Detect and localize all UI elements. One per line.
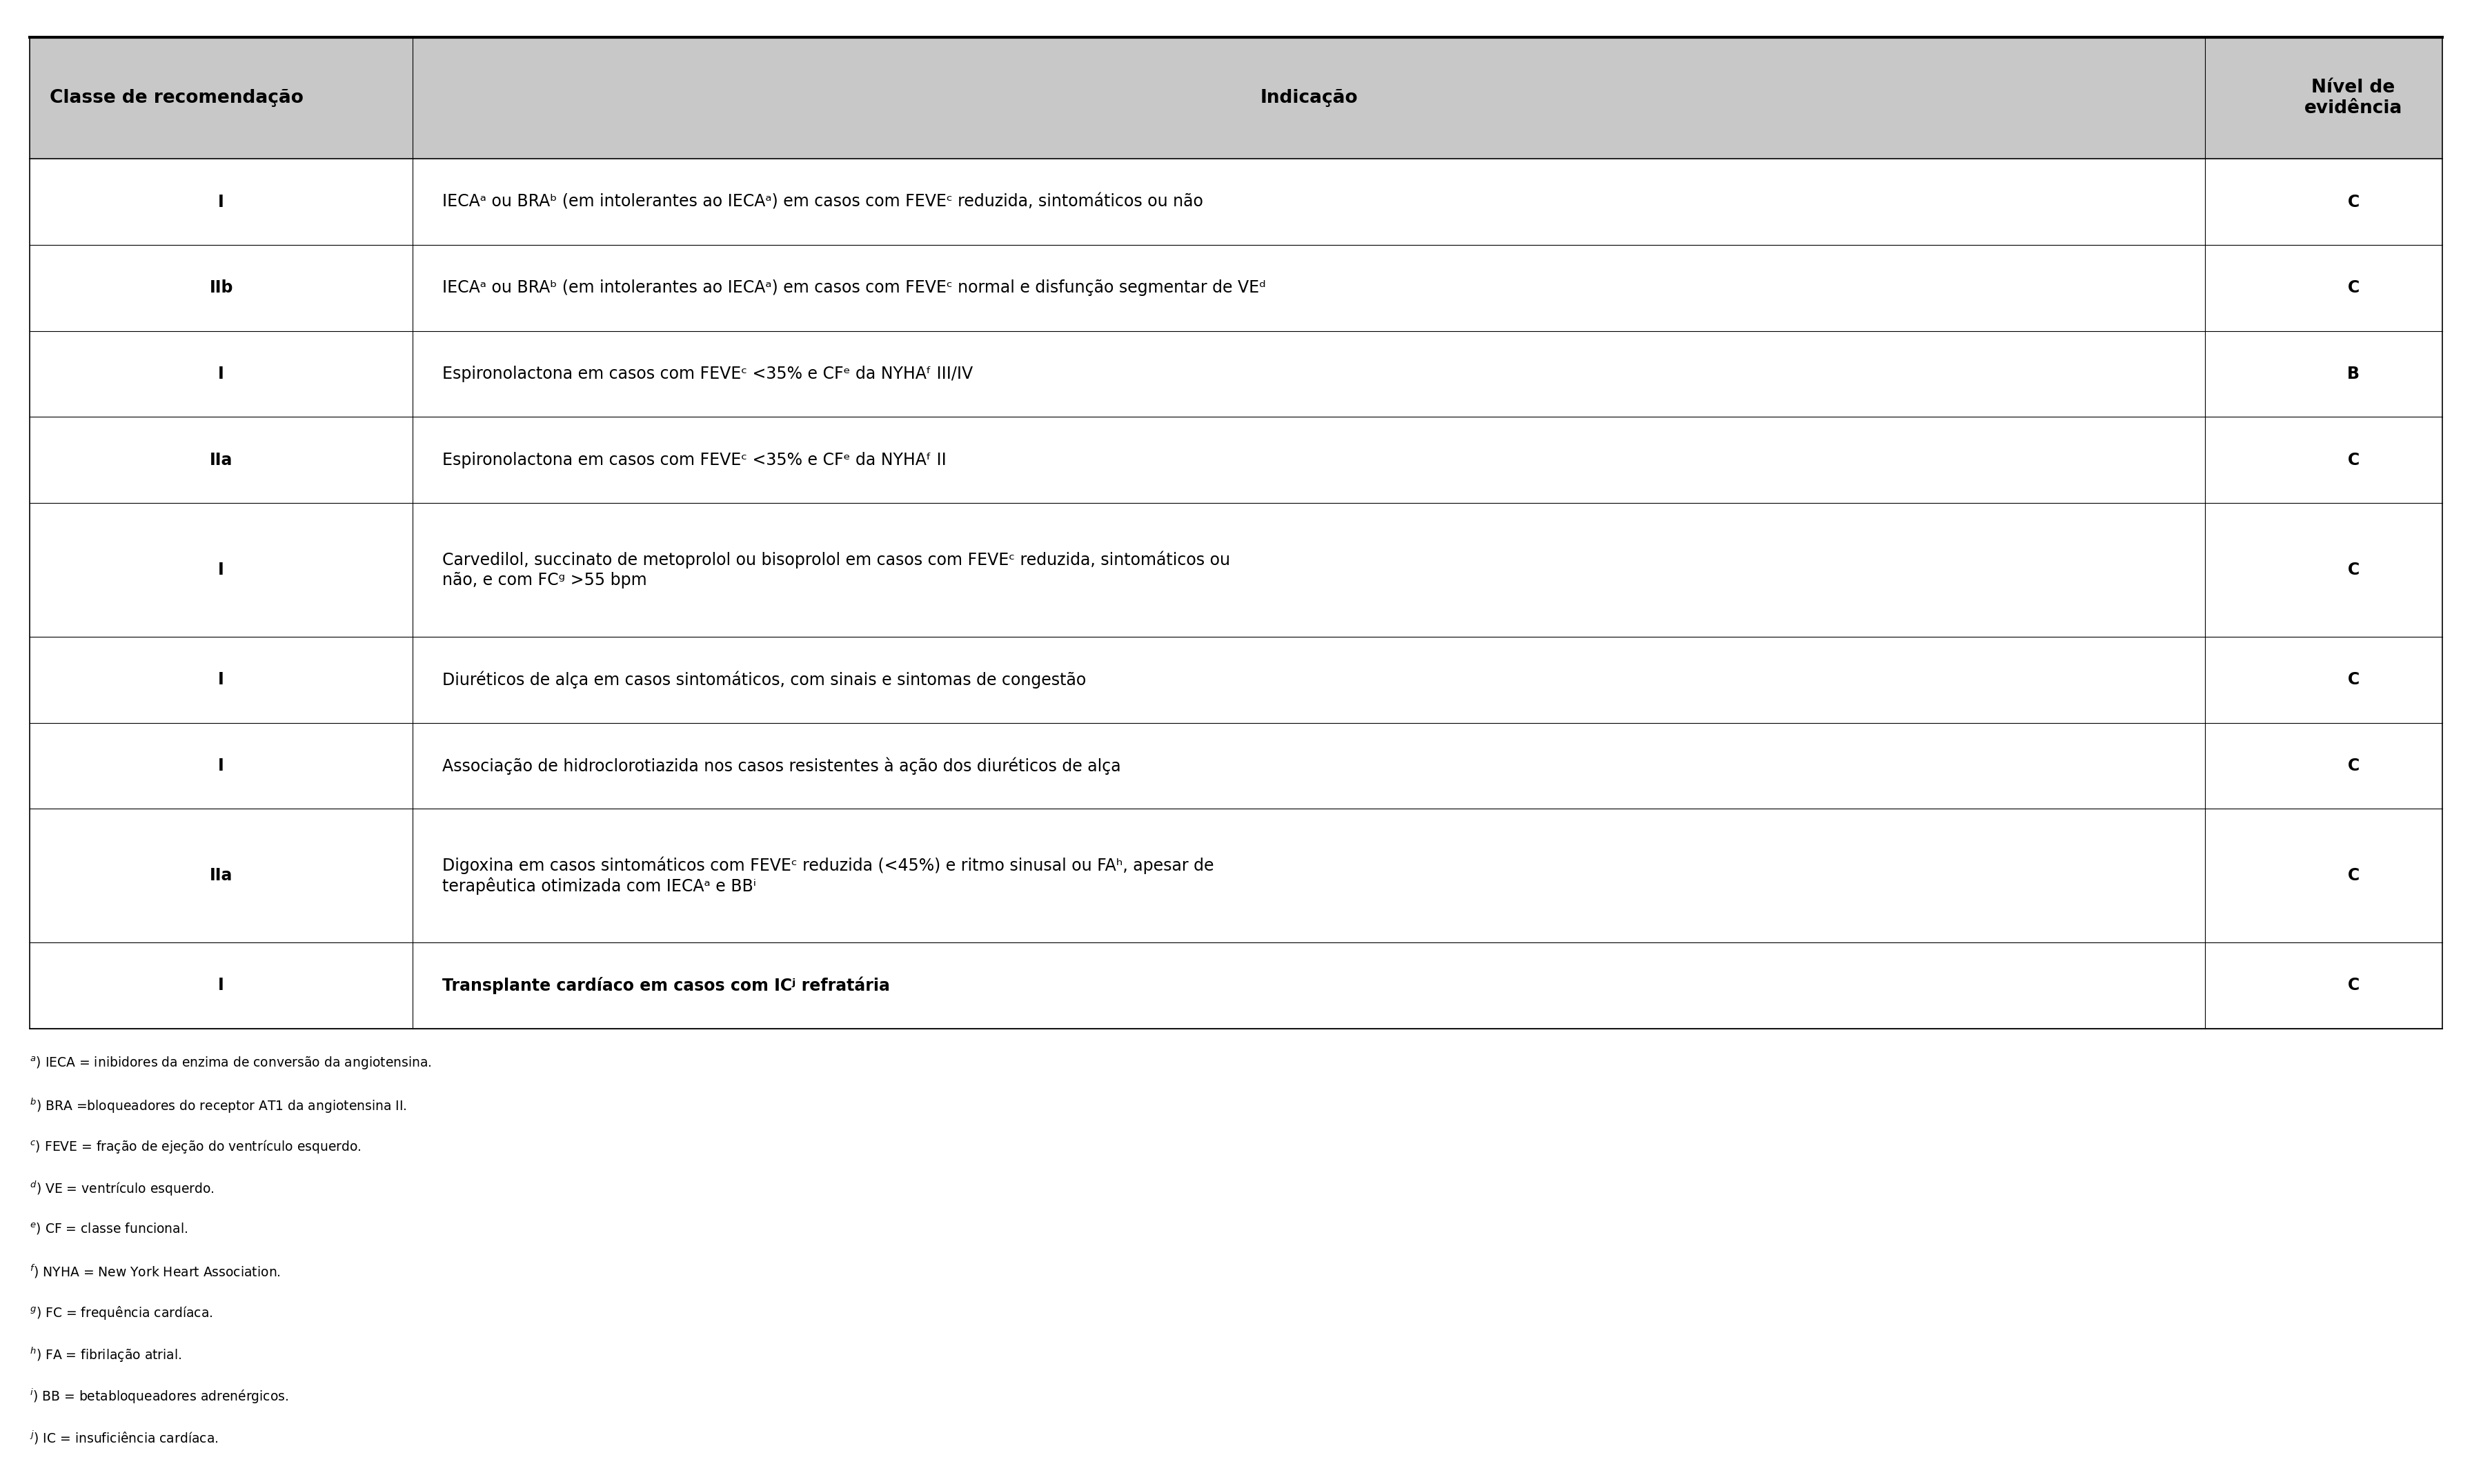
Bar [30,503,2442,637]
Text: C: C [2348,976,2358,994]
Text: I: I [218,193,225,211]
Text: Nível de
evidência: Nível de evidência [2304,79,2403,117]
Text: $^{f}$) NYHA = New York Heart Association.: $^{f}$) NYHA = New York Heart Associatio… [30,1263,282,1279]
Text: Espironolactona em casos com FEVEᶜ <35% e CFᵉ da NYHAᶠ III/IV: Espironolactona em casos com FEVEᶜ <35% … [442,365,974,383]
Text: I: I [218,757,225,775]
Bar [30,417,2442,503]
Text: I: I [218,671,225,689]
Bar [30,723,2442,809]
Text: IIa: IIa [210,451,232,469]
Text: IIa: IIa [210,867,232,884]
Text: Digoxina em casos sintomáticos com FEVEᶜ reduzida (<45%) e ritmo sinusal ou FAʰ,: Digoxina em casos sintomáticos com FEVEᶜ… [442,856,1214,895]
Text: C: C [2348,193,2358,211]
Bar [30,809,2442,942]
Bar [30,245,2442,331]
Bar [30,942,2442,1028]
Text: I: I [218,561,225,579]
Bar [30,37,2442,159]
Text: Espironolactona em casos com FEVEᶜ <35% e CFᵉ da NYHAᶠ II: Espironolactona em casos com FEVEᶜ <35% … [442,451,947,469]
Text: IECAᵃ ou BRAᵇ (em intolerantes ao IECAᵃ) em casos com FEVEᶜ normal e disfunção s: IECAᵃ ou BRAᵇ (em intolerantes ao IECAᵃ)… [442,279,1266,297]
Text: $^{e}$) CF = classe funcional.: $^{e}$) CF = classe funcional. [30,1221,188,1236]
Text: C: C [2348,757,2358,775]
Text: C: C [2348,867,2358,884]
Text: Diuréticos de alça em casos sintomáticos, com sinais e sintomas de congestão: Diuréticos de alça em casos sintomáticos… [442,671,1085,689]
Text: Indicação: Indicação [1261,89,1357,107]
Text: $^{g}$) FC = frequência cardíaca.: $^{g}$) FC = frequência cardíaca. [30,1304,213,1321]
Text: Transplante cardíaco em casos com ICʲ refratária: Transplante cardíaco em casos com ICʲ re… [442,976,890,994]
Text: Classe de recomendação: Classe de recomendação [49,89,304,107]
Text: I: I [218,365,225,383]
Text: Carvedilol, succinato de metoprolol ou bisoprolol em casos com FEVEᶜ reduzida, s: Carvedilol, succinato de metoprolol ou b… [442,551,1231,589]
Text: $^{a}$) IECA = inibidores da enzima de conversão da angiotensina.: $^{a}$) IECA = inibidores da enzima de c… [30,1055,433,1071]
Text: $^{c}$) FEVE = fração de ejeção do ventrículo esquerdo.: $^{c}$) FEVE = fração de ejeção do ventr… [30,1138,361,1155]
Text: $^{h}$) FA = fibrilação atrial.: $^{h}$) FA = fibrilação atrial. [30,1346,183,1364]
Bar [30,637,2442,723]
Text: Associação de hidroclorotiazida nos casos resistentes à ação dos diuréticos de a: Associação de hidroclorotiazida nos caso… [442,757,1122,775]
Bar [30,331,2442,417]
Text: C: C [2348,451,2358,469]
Text: IIb: IIb [210,279,232,297]
Text: $^{b}$) BRA =bloqueadores do receptor AT1 da angiotensina II.: $^{b}$) BRA =bloqueadores do receptor AT… [30,1097,408,1114]
Text: IECAᵃ ou BRAᵇ (em intolerantes ao IECAᵃ) em casos com FEVEᶜ reduzida, sintomátic: IECAᵃ ou BRAᵇ (em intolerantes ao IECAᵃ)… [442,193,1204,211]
Text: $^{d}$) VE = ventrículo esquerdo.: $^{d}$) VE = ventrículo esquerdo. [30,1180,215,1198]
Text: C: C [2348,671,2358,689]
Text: C: C [2348,561,2358,579]
Text: C: C [2348,279,2358,297]
Text: I: I [218,976,225,994]
Text: B: B [2346,365,2361,383]
Text: $^{i}$) BB = betabloqueadores adrenérgicos.: $^{i}$) BB = betabloqueadores adrenérgic… [30,1388,289,1405]
Bar [30,159,2442,245]
Text: $^{j}$) IC = insuficiência cardíaca.: $^{j}$) IC = insuficiência cardíaca. [30,1429,218,1445]
